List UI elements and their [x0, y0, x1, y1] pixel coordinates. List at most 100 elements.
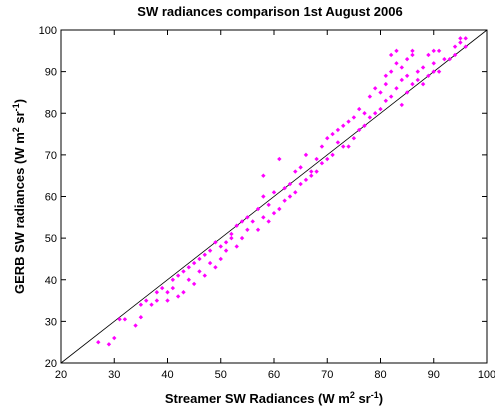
point — [362, 111, 367, 116]
point — [234, 223, 239, 228]
point — [266, 219, 271, 224]
x-tick-label: 50 — [215, 369, 227, 381]
point — [186, 277, 191, 282]
point — [266, 202, 271, 208]
point — [261, 173, 266, 178]
point — [261, 194, 266, 199]
point — [96, 339, 101, 345]
point — [346, 144, 351, 149]
point — [191, 260, 197, 266]
point — [202, 273, 207, 278]
point — [154, 298, 160, 303]
point — [282, 198, 287, 203]
point — [463, 44, 468, 49]
reference-line — [60, 29, 488, 364]
point — [452, 52, 458, 58]
point — [106, 342, 112, 347]
y-axis-label-part: -1 — [11, 103, 21, 111]
point — [245, 227, 250, 232]
point — [277, 206, 282, 212]
point — [112, 335, 117, 341]
y-tick-label: 80 — [45, 108, 57, 120]
point — [229, 231, 234, 237]
point — [117, 317, 122, 322]
y-axis-label-part: 2 — [11, 127, 21, 132]
point — [191, 281, 197, 287]
point — [452, 44, 458, 49]
x-axis-label-part: -1 — [371, 390, 379, 400]
point — [133, 323, 138, 328]
y-tick-label: 50 — [45, 233, 57, 245]
point — [181, 269, 186, 274]
point — [404, 90, 410, 95]
point — [229, 235, 234, 241]
point — [144, 298, 149, 303]
point — [175, 273, 181, 278]
point — [447, 56, 452, 62]
point — [325, 136, 330, 141]
point — [287, 194, 293, 199]
point — [378, 90, 383, 95]
point — [415, 69, 420, 74]
point — [319, 144, 325, 149]
point — [431, 69, 436, 74]
point — [175, 294, 181, 299]
point — [245, 215, 250, 220]
point — [330, 131, 335, 137]
y-tick-label: 20 — [45, 358, 57, 370]
y-tick-label: 30 — [45, 316, 57, 328]
point — [170, 277, 176, 282]
x-axis-label-part: Streamer SW Radiances (W m — [165, 391, 350, 406]
y-axis-label-part: ) — [12, 99, 27, 103]
point — [367, 115, 373, 120]
point — [325, 156, 330, 162]
x-axis-label-part: 2 — [350, 390, 355, 400]
point — [351, 115, 357, 120]
point — [234, 244, 239, 249]
point — [420, 65, 426, 70]
point — [154, 290, 160, 295]
point — [202, 252, 207, 257]
point — [255, 227, 261, 232]
point — [410, 81, 415, 87]
point — [378, 106, 383, 112]
point — [213, 265, 218, 270]
point — [394, 86, 399, 91]
point — [239, 219, 245, 224]
x-tick-label: 90 — [428, 369, 440, 381]
x-tick-label: 30 — [108, 369, 120, 381]
y-tick-label: 60 — [45, 192, 57, 204]
point — [298, 181, 303, 187]
point — [239, 235, 245, 241]
x-tick-label: 100 — [478, 369, 495, 381]
y-tick-label: 90 — [45, 67, 57, 79]
point — [309, 169, 314, 174]
point — [383, 81, 389, 87]
point — [341, 123, 346, 128]
point — [458, 36, 463, 41]
point — [186, 265, 191, 270]
x-axis-label: Streamer SW Radiances (W m2 sr-1) — [165, 390, 383, 406]
point — [213, 240, 218, 245]
point — [255, 206, 261, 212]
point — [159, 285, 165, 291]
y-tick-label: 70 — [45, 150, 57, 162]
point — [410, 52, 415, 58]
point — [319, 161, 325, 166]
point — [357, 127, 362, 133]
point — [293, 169, 298, 174]
point — [330, 152, 335, 158]
point — [218, 244, 223, 249]
point — [218, 256, 223, 262]
point — [442, 56, 447, 62]
y-tick-label: 100 — [39, 25, 57, 37]
x-tick-label: 20 — [55, 369, 67, 381]
point — [181, 290, 186, 295]
point — [197, 269, 202, 274]
x-axis-label-part: ) — [379, 391, 383, 406]
point — [138, 315, 144, 320]
y-axis-label-part: GERB SW radiances (W m — [12, 132, 27, 294]
point — [383, 73, 389, 78]
x-axis-label-part: sr — [355, 391, 371, 406]
point — [383, 98, 389, 103]
